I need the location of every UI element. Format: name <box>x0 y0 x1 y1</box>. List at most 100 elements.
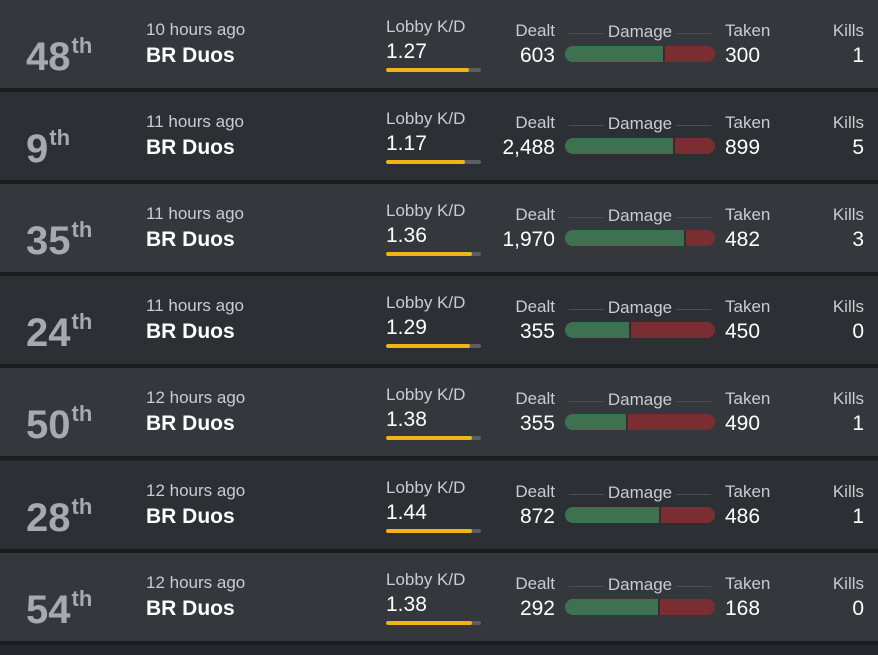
damage-taken-label: Taken <box>725 205 771 224</box>
damage-dealt-label: Dealt <box>515 113 555 132</box>
lobby-kd-label: Lobby K/D <box>386 478 466 497</box>
lobby-kd-label: Lobby K/D <box>386 201 466 220</box>
damage-dealt-label: Dealt <box>515 389 555 408</box>
damage-dealt-segment <box>565 138 676 154</box>
damage-dealt-value: 292 <box>519 597 555 620</box>
damage-dealt-label: Dealt <box>515 205 555 224</box>
kills-label: Kills <box>832 574 864 593</box>
placement: 54th <box>26 586 93 632</box>
damage-taken-value: 168 <box>725 597 761 620</box>
match-row[interactable]: 35th 11 hours ago BR Duos Lobby K/D 1.36… <box>0 184 878 276</box>
lobby-kd-value: 1.36 <box>386 224 427 247</box>
damage-dealt-value: 2,488 <box>502 136 555 159</box>
damage-dealt-segment <box>565 599 661 615</box>
damage-taken-value: 450 <box>725 320 761 343</box>
lobby-kd-value: 1.44 <box>386 501 427 524</box>
damage-taken-value: 899 <box>725 136 761 159</box>
match-row[interactable]: 9th 11 hours ago BR Duos Lobby K/D 1.17 … <box>0 92 878 184</box>
lobby-kd-label: Lobby K/D <box>386 293 466 312</box>
damage-taken-label: Taken <box>725 482 771 501</box>
placement: 48th <box>26 33 93 79</box>
kills-label: Kills <box>832 113 864 132</box>
damage-ratio-bar <box>565 322 715 338</box>
kills-value: 1 <box>852 44 864 67</box>
kills-value: 3 <box>852 228 864 251</box>
placement: 50th <box>26 401 93 447</box>
damage-label: Damage <box>565 206 715 226</box>
match-row[interactable]: 28th 12 hours ago BR Duos Lobby K/D 1.44… <box>0 461 878 553</box>
kills-value: 1 <box>852 412 864 435</box>
match-mode: BR Duos <box>146 505 235 528</box>
damage-taken-label: Taken <box>725 297 771 316</box>
lobby-kd-bar <box>386 68 481 72</box>
match-time: 11 hours ago <box>146 112 244 131</box>
placement: 35th <box>26 217 93 263</box>
match-time: 12 hours ago <box>146 481 246 500</box>
damage-dealt-segment <box>565 507 662 523</box>
lobby-kd-bar-fill <box>386 436 473 440</box>
lobby-kd-bar-fill <box>386 621 473 625</box>
match-mode: BR Duos <box>146 228 235 251</box>
damage-ratio-bar <box>565 46 715 62</box>
match-row[interactable]: 54th 12 hours ago BR Duos Lobby K/D 1.38… <box>0 553 878 645</box>
damage-dealt-segment <box>565 230 686 246</box>
damage-taken-value: 486 <box>725 505 761 528</box>
placement: 28th <box>26 494 93 540</box>
damage-dealt-value: 872 <box>519 505 555 528</box>
damage-taken-segment <box>631 322 715 338</box>
kills-label: Kills <box>832 21 864 40</box>
damage-taken-label: Taken <box>725 21 771 40</box>
lobby-kd-bar-fill <box>386 344 470 348</box>
match-mode: BR Duos <box>146 44 235 67</box>
lobby-kd-bar <box>386 436 481 440</box>
damage-label: Damage <box>565 390 715 410</box>
lobby-kd-label: Lobby K/D <box>386 570 466 589</box>
kills-value: 5 <box>852 136 864 159</box>
damage-ratio-bar <box>565 599 715 615</box>
damage-dealt-segment <box>565 322 632 338</box>
lobby-kd-value: 1.38 <box>386 593 427 616</box>
lobby-kd-value: 1.27 <box>386 40 427 63</box>
lobby-kd-bar-fill <box>386 68 469 72</box>
placement: 24th <box>26 309 93 355</box>
damage-dealt-label: Dealt <box>515 21 555 40</box>
damage-taken-segment <box>660 599 715 615</box>
lobby-kd-bar-fill <box>386 160 465 164</box>
damage-label: Damage <box>565 483 715 503</box>
kills-value: 1 <box>852 505 864 528</box>
damage-ratio-bar <box>565 414 715 430</box>
damage-label: Damage <box>565 114 715 134</box>
kills-label: Kills <box>832 297 864 316</box>
kills-value: 0 <box>852 320 864 343</box>
match-row[interactable]: 24th 11 hours ago BR Duos Lobby K/D 1.29… <box>0 276 878 368</box>
lobby-kd-bar <box>386 529 481 533</box>
damage-label: Damage <box>565 575 715 595</box>
kills-label: Kills <box>832 389 864 408</box>
lobby-kd-bar <box>386 344 481 348</box>
damage-taken-segment <box>685 230 715 246</box>
damage-ratio-bar <box>565 138 715 154</box>
damage-dealt-label: Dealt <box>515 574 555 593</box>
damage-taken-segment <box>661 507 715 523</box>
damage-taken-segment <box>628 414 715 430</box>
lobby-kd-bar <box>386 252 481 256</box>
damage-dealt-segment <box>565 414 628 430</box>
match-row[interactable]: 50th 12 hours ago BR Duos Lobby K/D 1.38… <box>0 368 878 460</box>
match-time: 12 hours ago <box>146 573 246 592</box>
kills-label: Kills <box>832 482 864 501</box>
lobby-kd-value: 1.29 <box>386 316 427 339</box>
match-row[interactable]: 48th 10 hours ago BR Duos Lobby K/D 1.27… <box>0 0 878 92</box>
match-time: 12 hours ago <box>146 388 246 407</box>
damage-ratio-bar <box>565 230 715 246</box>
kills-value: 0 <box>852 597 864 620</box>
lobby-kd-value: 1.38 <box>386 408 427 431</box>
match-time: 11 hours ago <box>146 204 244 223</box>
damage-dealt-value: 355 <box>519 412 555 435</box>
lobby-kd-label: Lobby K/D <box>386 385 466 404</box>
match-time: 11 hours ago <box>146 296 244 315</box>
damage-taken-value: 482 <box>725 228 761 251</box>
damage-dealt-label: Dealt <box>515 482 555 501</box>
lobby-kd-bar-fill <box>386 529 473 533</box>
match-mode: BR Duos <box>146 136 235 159</box>
